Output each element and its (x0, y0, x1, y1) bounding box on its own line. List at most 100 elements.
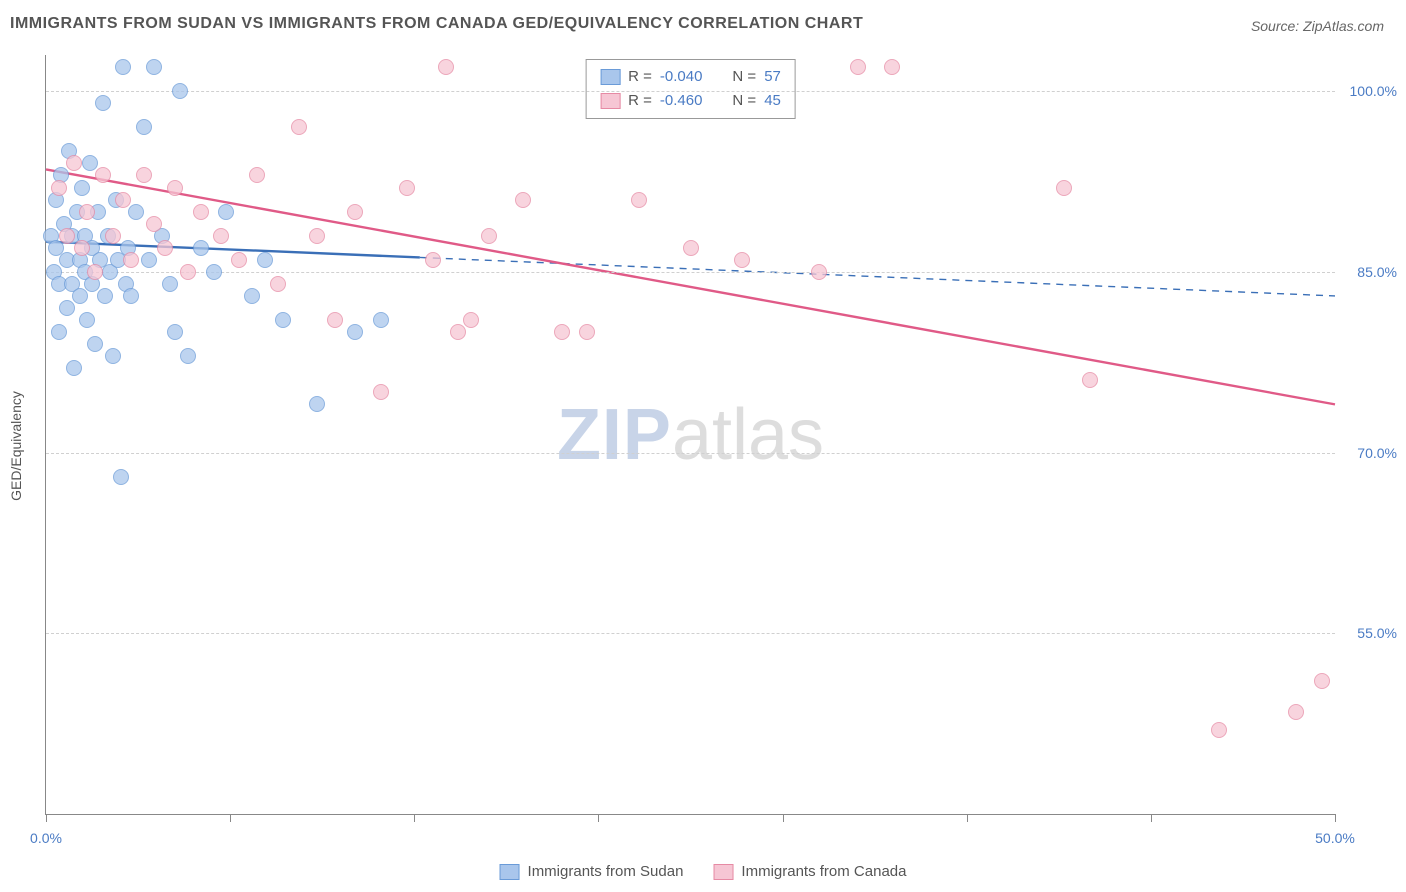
data-point (734, 252, 750, 268)
grid-line (46, 272, 1335, 273)
data-point (270, 276, 286, 292)
y-tick-label: 100.0% (1350, 83, 1397, 99)
grid-line (46, 633, 1335, 634)
data-point (74, 240, 90, 256)
data-point (136, 119, 152, 135)
data-point (631, 192, 647, 208)
data-point (399, 180, 415, 196)
data-point (193, 204, 209, 220)
data-point (97, 288, 113, 304)
x-tick (46, 814, 47, 822)
data-point (554, 324, 570, 340)
data-point (1082, 372, 1098, 388)
data-point (180, 348, 196, 364)
x-tick (414, 814, 415, 822)
legend-item-sudan: Immigrants from Sudan (500, 863, 684, 880)
source-prefix: Source: (1251, 18, 1303, 34)
data-point (425, 252, 441, 268)
legend-item-canada: Immigrants from Canada (713, 863, 906, 880)
data-point (1314, 673, 1330, 689)
data-point (115, 59, 131, 75)
data-point (463, 312, 479, 328)
data-point (105, 228, 121, 244)
data-point (162, 276, 178, 292)
data-point (113, 469, 129, 485)
source-value: ZipAtlas.com (1303, 18, 1384, 34)
data-point (167, 324, 183, 340)
r-value-canada: -0.460 (660, 89, 703, 113)
data-point (95, 95, 111, 111)
grid-line (46, 91, 1335, 92)
data-point (291, 119, 307, 135)
data-point (141, 252, 157, 268)
data-point (167, 180, 183, 196)
data-point (309, 228, 325, 244)
plot-area: ZIPatlas R = -0.040 N = 57 R = -0.460 N … (45, 55, 1335, 815)
grid-line (46, 453, 1335, 454)
data-point (95, 167, 111, 183)
data-point (59, 300, 75, 316)
data-point (213, 228, 229, 244)
data-point (1056, 180, 1072, 196)
data-point (115, 192, 131, 208)
y-tick-label: 70.0% (1357, 445, 1397, 461)
stats-legend: R = -0.040 N = 57 R = -0.460 N = 45 (585, 59, 796, 119)
data-point (51, 180, 67, 196)
data-point (327, 312, 343, 328)
swatch-sudan (600, 69, 620, 85)
x-tick-label: 50.0% (1315, 830, 1355, 846)
data-point (82, 155, 98, 171)
legend-label-canada: Immigrants from Canada (741, 863, 906, 880)
y-tick-label: 85.0% (1357, 264, 1397, 280)
r-label: R = (628, 89, 652, 113)
x-tick (783, 814, 784, 822)
data-point (275, 312, 291, 328)
data-point (1211, 722, 1227, 738)
data-point (347, 324, 363, 340)
data-point (244, 288, 260, 304)
data-point (373, 312, 389, 328)
data-point (128, 204, 144, 220)
chart-title: IMMIGRANTS FROM SUDAN VS IMMIGRANTS FROM… (10, 15, 863, 33)
data-point (373, 384, 389, 400)
data-point (850, 59, 866, 75)
series-legend: Immigrants from Sudan Immigrants from Ca… (500, 863, 907, 880)
data-point (438, 59, 454, 75)
n-value-canada: 45 (764, 89, 781, 113)
data-point (172, 83, 188, 99)
data-point (79, 204, 95, 220)
legend-label-sudan: Immigrants from Sudan (528, 863, 684, 880)
n-label: N = (732, 65, 756, 89)
data-point (74, 180, 90, 196)
watermark-atlas: atlas (672, 395, 824, 475)
data-point (87, 264, 103, 280)
data-point (231, 252, 247, 268)
data-point (72, 288, 88, 304)
data-point (811, 264, 827, 280)
chart-container: IMMIGRANTS FROM SUDAN VS IMMIGRANTS FROM… (0, 0, 1406, 892)
r-label: R = (628, 65, 652, 89)
data-point (157, 240, 173, 256)
data-point (59, 228, 75, 244)
swatch-canada (600, 93, 620, 109)
trend-lines (46, 55, 1335, 814)
n-value-sudan: 57 (764, 65, 781, 89)
x-tick (1335, 814, 1336, 822)
data-point (105, 348, 121, 364)
data-point (515, 192, 531, 208)
data-point (66, 155, 82, 171)
data-point (450, 324, 466, 340)
data-point (481, 228, 497, 244)
r-value-sudan: -0.040 (660, 65, 703, 89)
data-point (193, 240, 209, 256)
data-point (257, 252, 273, 268)
y-axis-label: GED/Equivalency (8, 391, 24, 501)
data-point (146, 216, 162, 232)
data-point (146, 59, 162, 75)
data-point (66, 360, 82, 376)
data-point (309, 396, 325, 412)
source-attribution: Source: ZipAtlas.com (1251, 18, 1384, 34)
x-tick (598, 814, 599, 822)
data-point (347, 204, 363, 220)
data-point (79, 312, 95, 328)
